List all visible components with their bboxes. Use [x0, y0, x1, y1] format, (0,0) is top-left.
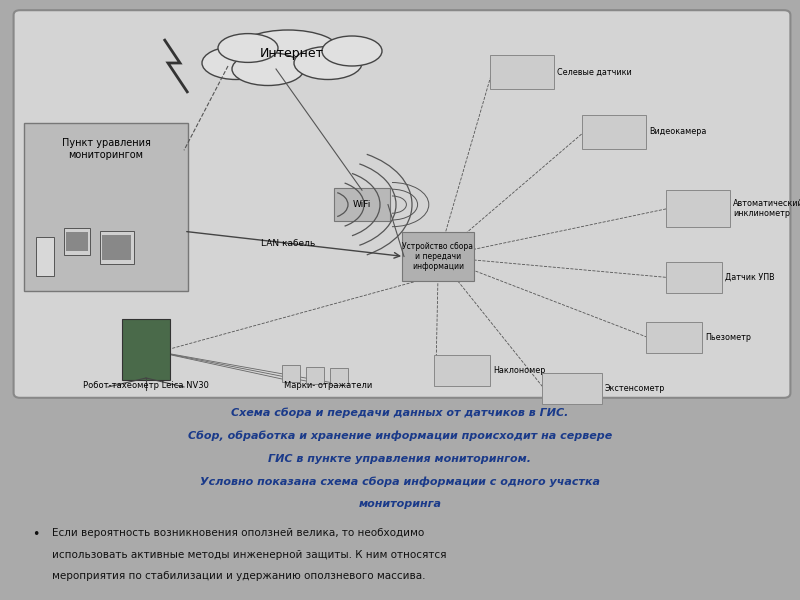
Text: •: •: [32, 528, 39, 541]
FancyBboxPatch shape: [666, 262, 722, 293]
Ellipse shape: [294, 46, 362, 79]
FancyBboxPatch shape: [334, 188, 390, 221]
FancyBboxPatch shape: [66, 232, 88, 251]
Text: Схема сбора и передачи данных от датчиков в ГИС.: Схема сбора и передачи данных от датчико…: [231, 408, 569, 419]
Text: LAN кабель: LAN кабель: [261, 238, 315, 247]
FancyBboxPatch shape: [666, 190, 730, 227]
FancyBboxPatch shape: [306, 367, 324, 384]
Text: Экстенсометр: Экстенсометр: [605, 384, 665, 393]
Text: Пункт уравления
мониторингом: Пункт уравления мониторингом: [62, 138, 150, 160]
Text: Видеокамера: Видеокамера: [649, 127, 706, 136]
Ellipse shape: [232, 52, 304, 85]
FancyBboxPatch shape: [24, 123, 188, 291]
FancyBboxPatch shape: [102, 235, 131, 260]
Text: WiFi: WiFi: [353, 200, 371, 209]
Ellipse shape: [236, 30, 340, 72]
FancyBboxPatch shape: [64, 228, 90, 255]
Text: Марки- отражатели: Марки- отражатели: [284, 381, 372, 390]
Text: ГИС в пункте управления мониторингом.: ГИС в пункте управления мониторингом.: [269, 454, 531, 464]
Text: Условно показана схема сбора информации с одного участка: Условно показана схема сбора информации …: [200, 476, 600, 487]
Ellipse shape: [202, 46, 270, 79]
Ellipse shape: [322, 36, 382, 66]
Text: Пьезометр: Пьезометр: [705, 333, 750, 342]
Text: Автоматический
инклинометр: Автоматический инклинометр: [733, 199, 800, 218]
Text: Датчик УПВ: Датчик УПВ: [725, 273, 774, 282]
FancyBboxPatch shape: [282, 365, 300, 382]
Text: использовать активные методы инженерной защиты. К ним относятся: использовать активные методы инженерной …: [52, 550, 446, 560]
FancyBboxPatch shape: [36, 237, 54, 276]
FancyBboxPatch shape: [122, 319, 170, 380]
FancyBboxPatch shape: [402, 232, 474, 281]
Text: Сбор, обработка и хранение информации происходит на сервере: Сбор, обработка и хранение информации пр…: [188, 431, 612, 442]
Text: Наклономер: Наклономер: [493, 366, 545, 375]
FancyBboxPatch shape: [490, 55, 554, 89]
FancyBboxPatch shape: [582, 115, 646, 149]
FancyBboxPatch shape: [330, 368, 348, 385]
FancyBboxPatch shape: [14, 10, 790, 398]
Text: Интернет: Интернет: [260, 47, 324, 61]
FancyBboxPatch shape: [646, 322, 702, 353]
Text: Селевые датчики: Селевые датчики: [557, 67, 631, 76]
Ellipse shape: [218, 34, 278, 62]
Text: мероприятия по стабилизации и удержанию оползневого массива.: мероприятия по стабилизации и удержанию …: [52, 571, 426, 581]
Text: Если вероятность возникновения оползней велика, то необходимо: Если вероятность возникновения оползней …: [52, 528, 424, 538]
FancyBboxPatch shape: [542, 373, 602, 404]
Text: Робот-тахеометр Leica NV30: Робот-тахеометр Leica NV30: [83, 381, 209, 390]
FancyBboxPatch shape: [100, 231, 134, 264]
Text: Устройство сбора
и передачи
информации: Устройство сбора и передачи информации: [402, 242, 474, 271]
Text: мониторинга: мониторинга: [358, 499, 442, 509]
FancyBboxPatch shape: [434, 355, 490, 386]
